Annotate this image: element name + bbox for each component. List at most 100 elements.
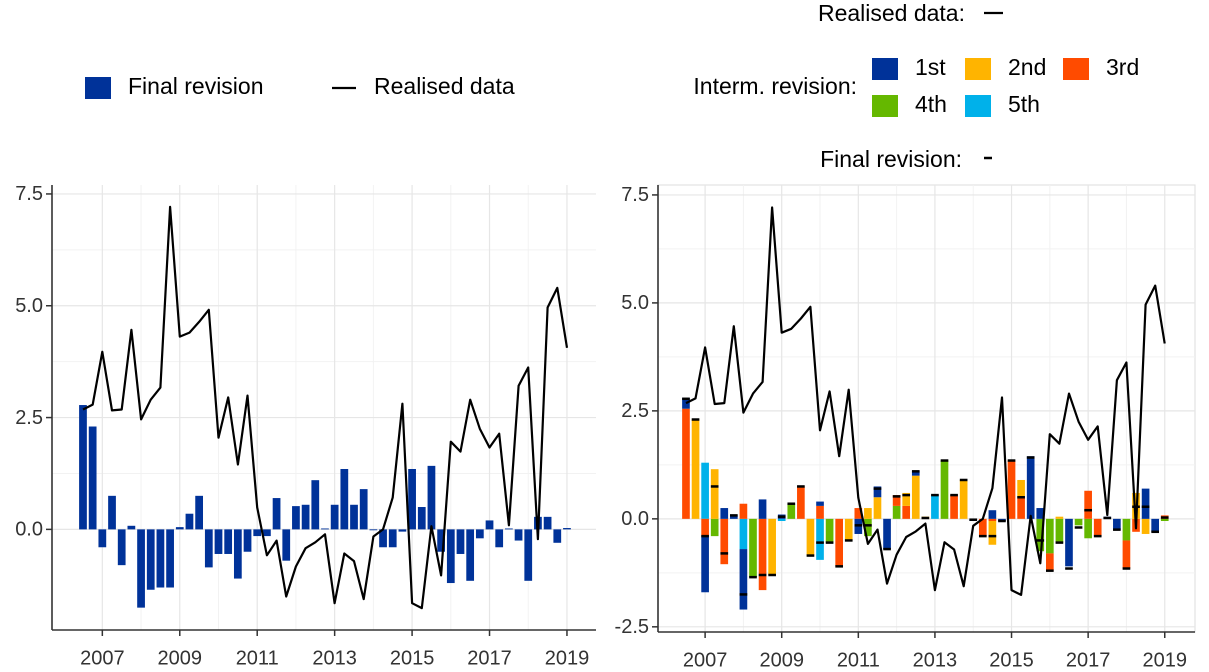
- bar: [1113, 518, 1121, 530]
- x-tick-label: 2011: [837, 649, 880, 671]
- bar: [108, 495, 116, 530]
- bar: [959, 479, 968, 519]
- legend-label: Final revision: [128, 73, 264, 99]
- bar: [701, 462, 709, 519]
- bar: [758, 518, 767, 591]
- y-tick-label: 0.0: [621, 508, 649, 530]
- bar: [388, 529, 397, 548]
- bar: [195, 495, 204, 530]
- x-tick-label: 2013: [312, 647, 357, 669]
- bar: [691, 419, 700, 519]
- bar: [137, 529, 145, 608]
- legend-label: 5th: [1008, 91, 1040, 117]
- bar: [682, 408, 690, 519]
- bar: [873, 486, 882, 498]
- bar: [739, 518, 748, 550]
- bar: [185, 513, 194, 530]
- bar: [1065, 518, 1073, 567]
- bar: [408, 468, 416, 530]
- legend-label: 4th: [915, 91, 947, 117]
- bar: [417, 507, 426, 530]
- bar: [911, 471, 920, 476]
- x-tick-label: 2019: [545, 647, 590, 669]
- x-tick-label: 2007: [683, 649, 728, 671]
- bar: [931, 495, 939, 519]
- bar: [243, 529, 252, 552]
- bar: [466, 529, 475, 581]
- bar: [514, 529, 523, 541]
- bar: [682, 397, 690, 409]
- bar: [1026, 456, 1035, 519]
- bar: [739, 503, 748, 519]
- line: [685, 206, 1166, 596]
- bar: [301, 504, 310, 530]
- bar: [505, 528, 513, 530]
- bar: [1055, 516, 1064, 519]
- bar: [1122, 518, 1131, 541]
- bar: [835, 518, 844, 567]
- x-tick-label: 2017: [467, 647, 512, 669]
- bar: [902, 492, 911, 506]
- legend-group-title: Interm. revision:: [693, 73, 857, 99]
- bar: [940, 460, 949, 519]
- bar: [253, 529, 262, 537]
- bar: [359, 489, 368, 530]
- bar: [844, 518, 853, 541]
- bar: [806, 518, 815, 556]
- bar: [988, 510, 997, 519]
- x-tick-label: 2009: [158, 647, 203, 669]
- bar: [330, 504, 339, 530]
- bar: [292, 506, 300, 530]
- bar: [883, 518, 891, 550]
- bar: [204, 529, 213, 568]
- bar: [797, 486, 805, 519]
- bar: [79, 405, 87, 530]
- bar: [272, 498, 281, 530]
- bar: [437, 529, 445, 552]
- x-tick-label: 2013: [913, 649, 958, 671]
- bar: [214, 529, 223, 554]
- bar: [720, 518, 729, 565]
- bar: [369, 529, 378, 531]
- bar: [321, 528, 329, 530]
- bar: [1141, 518, 1150, 534]
- bar: [553, 529, 562, 543]
- bar: [864, 518, 872, 537]
- bar: [825, 518, 834, 543]
- legend-swatch: [1063, 58, 1089, 80]
- bar: [854, 508, 863, 519]
- bar: [1074, 518, 1083, 526]
- legend-label: 3rd: [1106, 54, 1139, 80]
- bar: [701, 536, 709, 593]
- bar: [1036, 508, 1045, 519]
- bar: [117, 529, 126, 566]
- bar: [730, 515, 738, 519]
- y-tick-label: 0.0: [15, 519, 43, 541]
- bar: [739, 549, 748, 610]
- bar: [988, 521, 997, 545]
- bar: [282, 529, 291, 561]
- bar: [950, 495, 958, 519]
- legend-swatch: [965, 95, 991, 117]
- y-tick-label: 7.5: [15, 183, 43, 205]
- bar: [1055, 518, 1064, 543]
- bar: [224, 529, 233, 554]
- x-tick-label: 2017: [1066, 649, 1111, 671]
- bar: [787, 503, 796, 519]
- bar: [902, 505, 911, 519]
- bar: [1122, 540, 1131, 569]
- legend-label: 1st: [915, 54, 946, 80]
- bar: [978, 518, 987, 537]
- bar: [1046, 518, 1054, 554]
- bar: [768, 518, 776, 575]
- bar: [166, 529, 174, 588]
- bar: [1036, 518, 1045, 552]
- bar: [340, 468, 349, 530]
- legend-swatch: [85, 77, 111, 99]
- bar: [1084, 490, 1092, 519]
- bar: [892, 505, 901, 519]
- bar: [1017, 479, 1025, 498]
- line: [82, 205, 569, 610]
- x-tick-label: 2019: [1142, 649, 1187, 671]
- bar: [1141, 488, 1150, 519]
